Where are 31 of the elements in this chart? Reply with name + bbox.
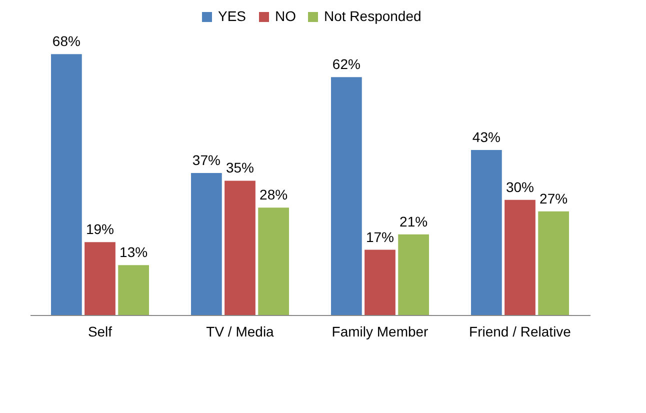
bar bbox=[471, 150, 502, 315]
x-tick-label: Self bbox=[88, 324, 112, 340]
data-label: 68% bbox=[52, 33, 80, 50]
bar bbox=[191, 173, 222, 315]
bar bbox=[51, 54, 82, 315]
data-label: 27% bbox=[540, 190, 568, 206]
bar bbox=[504, 200, 536, 315]
bar bbox=[364, 250, 396, 315]
x-tick-label: Friend / Relative bbox=[469, 324, 572, 340]
data-label: 30% bbox=[506, 178, 534, 195]
legend-label: Not Responded bbox=[324, 8, 422, 24]
bar bbox=[258, 208, 289, 315]
data-label: 35% bbox=[226, 160, 254, 176]
bar bbox=[538, 211, 569, 315]
data-label: 17% bbox=[366, 228, 394, 245]
data-label: 28% bbox=[260, 186, 288, 203]
data-label: 43% bbox=[472, 129, 500, 146]
x-tick-label: Family Member bbox=[332, 324, 429, 340]
bar bbox=[398, 234, 429, 315]
legend-label: NO bbox=[275, 8, 296, 24]
bar bbox=[84, 242, 116, 315]
data-label: 21% bbox=[400, 213, 428, 230]
data-label: 62% bbox=[332, 56, 360, 72]
x-tick-label: TV / Media bbox=[206, 324, 274, 340]
bar bbox=[224, 180, 256, 315]
legend-label: YES bbox=[218, 8, 246, 24]
data-label: 37% bbox=[192, 152, 220, 168]
bar bbox=[118, 265, 149, 315]
data-label: 13% bbox=[120, 244, 148, 260]
bar bbox=[331, 77, 362, 315]
data-label: 19% bbox=[86, 221, 114, 238]
